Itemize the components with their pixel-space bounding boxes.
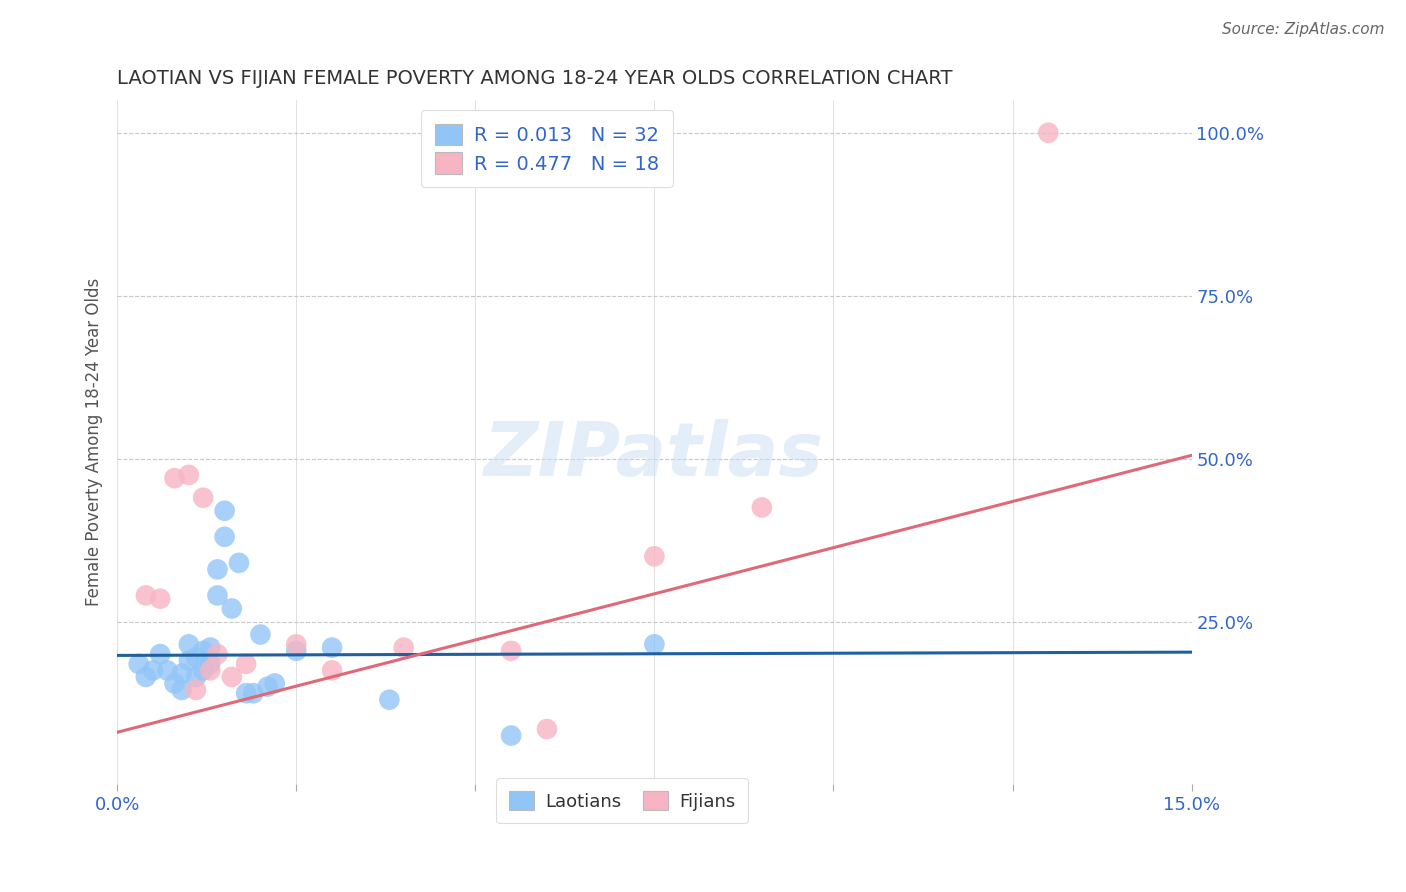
Point — [207, 589, 229, 603]
Point — [163, 471, 186, 485]
Point — [214, 504, 236, 518]
Point — [221, 601, 243, 615]
Point — [501, 729, 523, 743]
Point — [184, 682, 207, 697]
Point — [242, 686, 264, 700]
Point — [142, 664, 165, 678]
Point — [156, 664, 179, 678]
Point — [170, 666, 193, 681]
Point — [256, 680, 278, 694]
Point — [221, 670, 243, 684]
Point — [135, 670, 157, 684]
Point — [149, 591, 172, 606]
Point — [191, 664, 214, 678]
Point — [263, 676, 285, 690]
Point — [191, 491, 214, 505]
Point — [501, 644, 523, 658]
Point — [135, 589, 157, 603]
Point — [536, 722, 558, 736]
Point — [235, 657, 257, 671]
Point — [249, 627, 271, 641]
Point — [321, 640, 343, 655]
Point — [184, 650, 207, 665]
Point — [321, 664, 343, 678]
Point — [177, 467, 200, 482]
Text: LAOTIAN VS FIJIAN FEMALE POVERTY AMONG 18-24 YEAR OLDS CORRELATION CHART: LAOTIAN VS FIJIAN FEMALE POVERTY AMONG 1… — [117, 69, 953, 87]
Point — [149, 647, 172, 661]
Point — [378, 692, 401, 706]
Legend: Laotians, Fijians: Laotians, Fijians — [496, 778, 748, 823]
Point — [392, 640, 415, 655]
Point — [207, 562, 229, 576]
Point — [163, 676, 186, 690]
Point — [285, 637, 308, 651]
Point — [214, 530, 236, 544]
Point — [643, 637, 665, 651]
Point — [200, 657, 222, 671]
Point — [207, 647, 229, 661]
Point — [200, 640, 222, 655]
Text: Source: ZipAtlas.com: Source: ZipAtlas.com — [1222, 22, 1385, 37]
Point — [170, 682, 193, 697]
Point — [1038, 126, 1060, 140]
Text: ZIPatlas: ZIPatlas — [485, 419, 824, 492]
Point — [177, 637, 200, 651]
Point — [184, 670, 207, 684]
Point — [228, 556, 250, 570]
Point — [177, 654, 200, 668]
Point — [285, 644, 308, 658]
Y-axis label: Female Poverty Among 18-24 Year Olds: Female Poverty Among 18-24 Year Olds — [86, 278, 103, 607]
Point — [200, 664, 222, 678]
Point — [128, 657, 150, 671]
Point — [643, 549, 665, 564]
Point — [235, 686, 257, 700]
Point — [191, 644, 214, 658]
Point — [751, 500, 773, 515]
